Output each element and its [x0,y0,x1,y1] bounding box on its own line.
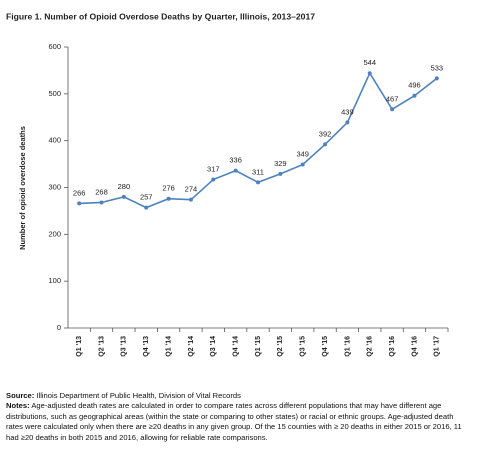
x-tick-label: Q1 '14 [165,336,172,357]
point [323,142,328,147]
chart: Figure 1. Number of Opioid Overdose Deat… [6,11,449,357]
data-label: 349 [296,150,309,159]
data-label: 276 [162,184,175,193]
source: Source: Illinois Department of Public He… [6,391,468,401]
footer: Source: Illinois Department of Public He… [6,391,468,443]
x-tick-label: Q4 '14 [232,336,239,357]
source-label: Source: [6,391,35,400]
chart-title: Figure 1. Number of Opioid Overdose Deat… [6,11,315,21]
point [278,171,283,176]
point [300,162,305,167]
point [390,107,395,112]
data-label: 533 [431,63,444,72]
y-tick-label: 400 [48,136,61,145]
y-tick-label: 100 [48,276,61,285]
point [99,200,104,205]
data-label: 268 [95,187,108,196]
point [233,168,238,173]
point [345,120,350,125]
data-label: 329 [274,159,287,168]
data-label: 257 [140,193,153,202]
x-tick-label: Q1 '15 [255,336,262,357]
point [188,197,193,202]
x-tick-label: Q2 '15 [277,336,284,357]
y-tick-label: 500 [48,89,61,98]
point [77,201,82,206]
point [211,177,216,182]
x-tick-label: Q4 '16 [411,336,418,357]
data-label: 336 [229,156,242,165]
data-label: 266 [73,188,86,197]
data-label: 317 [207,165,220,174]
data-label: 392 [319,129,332,138]
data-label: 496 [408,81,421,90]
point [256,180,260,185]
data-label: 274 [185,185,198,194]
x-tick-label: Q2 '13 [98,336,105,357]
x-tick-label: Q3 '13 [121,336,128,357]
x-tick-label: Q3 '16 [389,336,396,357]
data-label: 439 [341,107,354,116]
x-tick-label: Q4 '15 [322,336,329,357]
point [121,194,126,199]
point [412,93,417,98]
x-tick-label: Q1 '13 [76,336,83,357]
x-tick-label: Q3 '15 [300,336,307,357]
x-tick-label: Q2 '16 [367,336,374,357]
line [79,71,438,209]
source-text: Illinois Department of Public Health, Di… [34,391,241,400]
data-label: 311 [252,167,264,176]
y-tick-label: 600 [48,42,61,51]
x-tick-label: Q4 '13 [143,336,150,357]
point [144,205,149,210]
notes: Notes: Age-adjusted death rates are calc… [6,401,468,443]
y-tick-label: 200 [48,229,61,238]
notes-label: Notes: [6,401,30,411]
point [166,196,171,201]
x-tick-label: Q2 '14 [188,336,195,357]
data-label: 467 [386,94,399,103]
point [367,71,372,76]
x-tick-label: Q1 '17 [434,336,441,357]
y-tick-label: 300 [48,182,61,191]
data-label: 544 [364,58,377,67]
notes-text: Age-adjusted death rates are calculated … [6,401,462,442]
point [434,76,439,81]
x-tick-label: Q3 '14 [210,336,217,357]
x-tick-label: Q1 '16 [344,336,351,357]
data-label: 280 [118,182,131,191]
y-tick-label: 0 [57,323,61,332]
y-axis-title: Number of opioid overdose deaths [18,126,27,250]
